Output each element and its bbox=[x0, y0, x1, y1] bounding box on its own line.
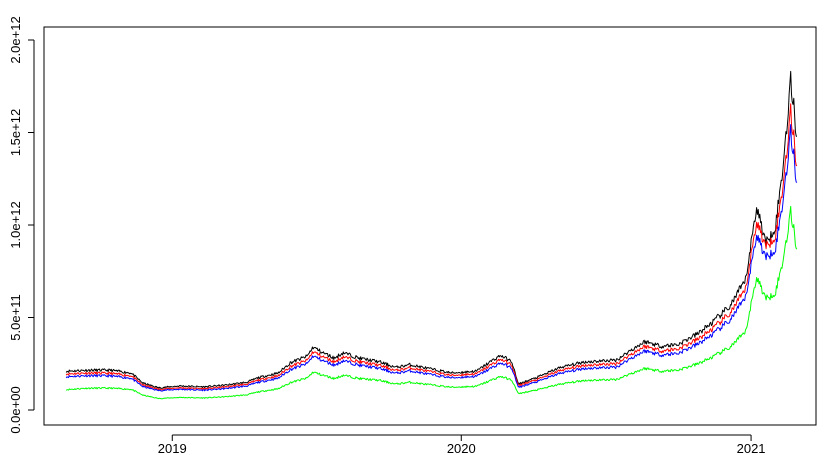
x-tick-label: 2020 bbox=[447, 441, 476, 455]
y-tick-label: 0.0e+00 bbox=[8, 386, 23, 433]
y-tick-label: 2.0e+12 bbox=[8, 16, 23, 63]
x-tick-label: 2019 bbox=[158, 441, 187, 455]
series-line-4 bbox=[65, 205, 798, 400]
y-tick-label: 1.5e+12 bbox=[8, 109, 23, 156]
plot-box bbox=[43, 26, 817, 426]
series-layer bbox=[65, 70, 798, 400]
x-axis: 2019 2020 2021 bbox=[158, 434, 766, 455]
series-line-1 bbox=[65, 70, 797, 389]
y-axis: 0.0e+00 5.0e+11 1.0e+12 1.5e+12 2.0e+12 bbox=[8, 16, 35, 434]
series-line-2 bbox=[65, 103, 798, 391]
y-tick-label: 1.0e+12 bbox=[8, 201, 23, 248]
x-tick-label: 2021 bbox=[737, 441, 766, 455]
series-line-3 bbox=[65, 124, 798, 392]
y-tick-label: 5.0e+11 bbox=[8, 294, 23, 340]
